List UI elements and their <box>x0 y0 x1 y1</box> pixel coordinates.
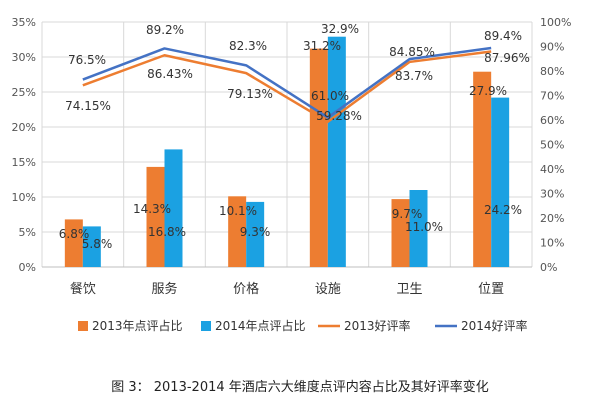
x-tick-label: 餐饮 <box>70 281 96 297</box>
x-tick-label: 位置 <box>478 282 504 297</box>
y-right-tick-label: 70% <box>540 90 564 103</box>
bar <box>409 190 428 267</box>
series-line <box>82 50 492 124</box>
x-tick-label: 设施 <box>315 282 341 297</box>
bar <box>146 166 165 267</box>
x-tick-label: 卫生 <box>396 282 422 297</box>
bar <box>327 36 346 268</box>
bar <box>246 201 265 267</box>
legend-label: 2013好评率 <box>344 318 411 333</box>
bar-data-label: 9.3% <box>240 225 271 239</box>
bar-data-label: 10.1% <box>219 204 257 218</box>
y-right-tick-label: 60% <box>540 114 564 127</box>
y-left-tick-label: 25% <box>12 86 36 99</box>
bar-data-label: 6.8% <box>59 227 90 241</box>
y-right-tick-label: 100% <box>540 16 571 29</box>
bar-data-label: 9.7% <box>392 207 423 221</box>
bar-data-label: 14.3% <box>133 202 171 216</box>
x-tick-label: 服务 <box>151 281 177 297</box>
y-left-tick-label: 30% <box>12 51 36 64</box>
line-data-label: 87.96% <box>484 51 530 65</box>
bar-data-label: 27.9% <box>469 84 507 98</box>
y-right-tick-label: 40% <box>540 163 564 176</box>
line-data-label: 86.43% <box>147 67 193 81</box>
bar-data-label: 11.0% <box>405 220 443 234</box>
bar <box>82 226 101 267</box>
line-data-label: 74.15% <box>65 99 111 113</box>
legend-label: 2014年点评占比 <box>215 318 306 333</box>
bar <box>309 48 328 267</box>
y-left-tick-label: 35% <box>12 16 36 29</box>
combo-chart: 0% 5% 10% 15% 20% 25% 30% 35% 0% 10% 20% 30% 40% 50% 6… <box>12 16 572 333</box>
bar-data-label: 5.8% <box>82 237 113 251</box>
y-right-tick-label: 10% <box>540 237 564 250</box>
bar-data-label: 24.2% <box>484 203 522 217</box>
bar <box>491 97 510 267</box>
bar <box>473 71 492 267</box>
line-data-label: 82.3% <box>229 39 267 53</box>
series-line <box>82 46 492 119</box>
y-right-tick-label: 20% <box>540 212 564 225</box>
legend-label: 2013年点评占比 <box>92 318 183 333</box>
line-data-label: 79.13% <box>227 87 273 101</box>
legend-swatch <box>78 321 88 331</box>
chart-area: 0% 5% 10% 15% 20% 25% 30% 35% 0% 10% 20% 30% 40% 50% 6… <box>12 16 572 333</box>
legend-label: 2014好评率 <box>461 318 528 333</box>
bar-data-label: 32.9% <box>321 22 359 36</box>
y-left-tick-label: 10% <box>12 191 36 204</box>
line-data-label: 83.7% <box>395 69 433 83</box>
figure-caption: 图 3： 2013-2014 年酒店六大维度点评内容占比及其好评率变化 <box>111 380 489 395</box>
bar <box>228 196 247 267</box>
bar-data-label: 16.8% <box>148 225 186 239</box>
y-right-tick-label: 50% <box>540 139 564 152</box>
x-tick-label: 价格 <box>233 281 259 297</box>
line-data-label: 61.0% <box>311 89 349 103</box>
y-right-tick-label: 30% <box>540 188 564 201</box>
line-data-label: 76.5% <box>68 53 106 67</box>
legend-swatch <box>201 321 211 331</box>
y-right-tick-label: 0% <box>540 261 557 274</box>
y-right-tick-label: 80% <box>540 65 564 78</box>
y-left-tick-label: 20% <box>12 121 36 134</box>
line-data-label: 89.4% <box>484 29 522 43</box>
bar <box>64 219 83 267</box>
line-data-label: 59.28% <box>316 109 362 123</box>
line-data-label: 89.2% <box>146 23 184 37</box>
y-right-tick-label: 90% <box>540 41 564 54</box>
line-data-label: 84.85% <box>389 45 435 59</box>
bar <box>391 199 410 267</box>
y-left-tick-label: 0% <box>19 261 36 274</box>
bar-data-label: 31.2% <box>303 39 341 53</box>
y-left-tick-label: 5% <box>19 226 36 239</box>
bar <box>164 149 183 267</box>
y-left-tick-label: 15% <box>12 156 36 169</box>
